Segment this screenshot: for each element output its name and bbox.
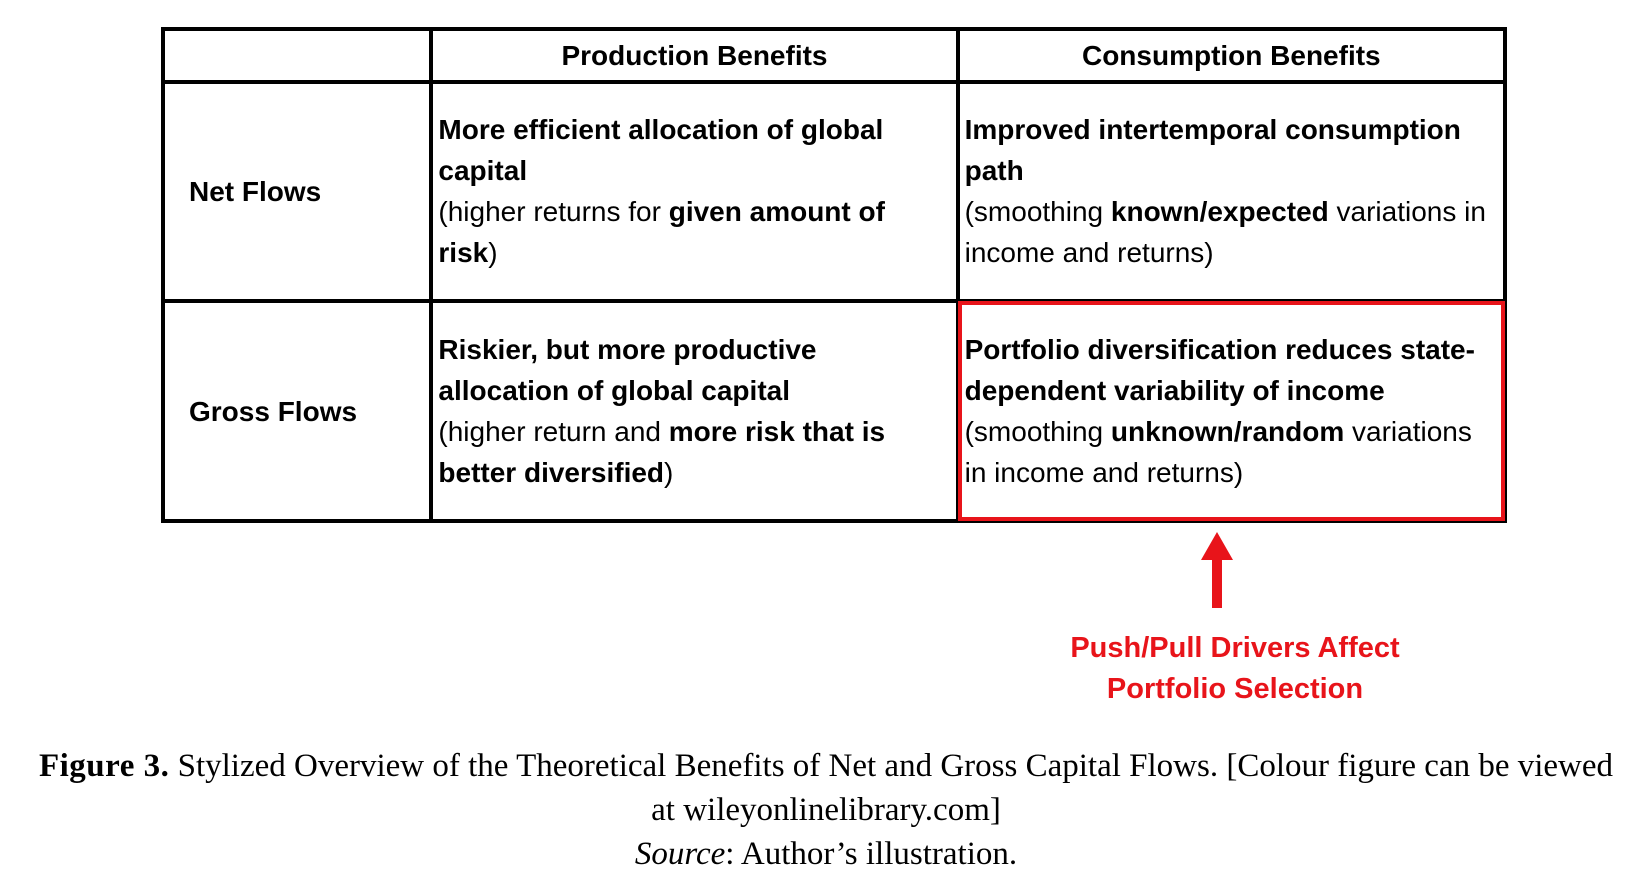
cell-bold-text: Improved intertemporal consumption path (964, 114, 1461, 187)
header-consumption-benefits: Consumption Benefits (955, 27, 1508, 84)
row-label-gross-flows: Gross Flows (160, 299, 434, 523)
cell-plain-text: (smoothing (964, 196, 1111, 228)
annotation-push-pull: Push/Pull Drivers Affect Portfolio Selec… (1000, 628, 1470, 710)
header-row: Production Benefits Consumption Benefits (160, 27, 1508, 84)
cell-gross-consumption-highlighted: Portfolio diversification reduces state-… (955, 299, 1508, 523)
up-arrow-icon (1201, 532, 1233, 608)
cell-bold-text: Portfolio diversification reduces state-… (964, 334, 1475, 407)
cell-bold-text: unknown/random (1110, 416, 1345, 448)
cell-bold-text: known/expected (1110, 196, 1329, 228)
caption-main: Figure 3. Stylized Overview of the Theor… (30, 744, 1622, 832)
cell-plain-text: variations in income and returns) (964, 416, 1472, 489)
source-label: Source (634, 836, 726, 872)
annotation-line: Push/Pull Drivers Affect (1070, 632, 1400, 664)
cell-plain-text: ) (488, 237, 498, 269)
benefits-table: Production Benefits Consumption Benefits… (160, 27, 1508, 523)
cell-plain-text: (higher return and (438, 416, 669, 448)
cell-plain-text: (higher returns for (438, 196, 669, 228)
table-row-gross-flows: Gross Flows Riskier, but more productive… (160, 299, 1508, 523)
cell-plain-text: (smoothing (964, 416, 1111, 448)
cell-gross-production: Riskier, but more productive allocation … (429, 299, 960, 523)
corner-cell (160, 27, 434, 84)
cell-bold-text: more risk that is better diversified (438, 416, 886, 489)
cell-plain-text: ) (664, 457, 674, 489)
cell-bold-text: More efficient allocation of global capi… (438, 114, 884, 187)
header-production-benefits: Production Benefits (429, 27, 960, 84)
cell-net-consumption: Improved intertemporal consumption path … (955, 79, 1508, 304)
source-text: : Author’s illustration. (725, 836, 1018, 872)
annotation-line: Portfolio Selection (1106, 673, 1364, 705)
cell-net-production: More efficient allocation of global capi… (429, 79, 960, 304)
cell-plain-text: variations in income and returns) (964, 196, 1486, 269)
figure-caption: Figure 3. Stylized Overview of the Theor… (30, 744, 1622, 876)
cell-bold-text: given amount of risk (438, 196, 885, 269)
figure-label: Figure 3. (38, 748, 170, 784)
cell-bold-text: Riskier, but more productive allocation … (438, 334, 817, 407)
caption-text: Stylized Overview of the Theoretical Ben… (177, 748, 1614, 828)
row-label-net-flows: Net Flows (160, 79, 434, 304)
caption-source: Source: Author’s illustration. (30, 832, 1622, 876)
table-row-net-flows: Net Flows More efficient allocation of g… (160, 79, 1508, 304)
